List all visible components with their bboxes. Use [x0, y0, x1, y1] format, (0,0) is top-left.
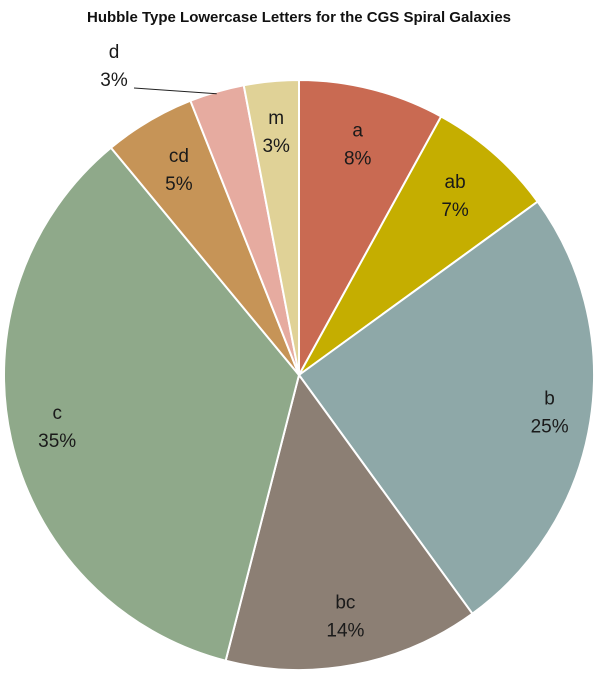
slice-label-bc: bc — [335, 592, 355, 613]
slice-percent-b: 25% — [531, 417, 569, 438]
slice-percent-cd: 5% — [165, 174, 193, 195]
pie-slice-bc — [224, 372, 474, 671]
slice-label-d: d — [109, 42, 120, 63]
slice-percent-ab: 7% — [441, 200, 469, 221]
pie-slice-ab — [298, 115, 540, 376]
pie-slice-a — [298, 78, 443, 376]
slice-percent-d: 3% — [100, 70, 128, 91]
slice-label-a: a — [352, 120, 363, 141]
pie-slice-m — [242, 78, 300, 376]
pie-slice-b — [297, 200, 595, 616]
slice-label-cd: cd — [169, 146, 189, 167]
slice-percent-c: 35% — [38, 431, 76, 452]
slice-label-b: b — [544, 389, 555, 410]
slice-label-m: m — [268, 108, 284, 129]
slice-percent-m: 3% — [262, 136, 290, 157]
slice-label-ab: ab — [445, 172, 466, 193]
slice-percent-a: 8% — [344, 148, 372, 169]
slice-percent-bc: 14% — [326, 620, 364, 641]
pie-slices — [3, 78, 595, 671]
pie-labels: a 8% ab 7% b 25% bc 14% c 35% cd 5% d 3% m 3% — [38, 42, 569, 641]
chart-title: Hubble Type Lowercase Letters for the CG… — [87, 9, 511, 26]
slice-label-c: c — [52, 403, 62, 424]
pie-slice-c — [3, 146, 301, 662]
leader-line-d — [133, 87, 217, 95]
